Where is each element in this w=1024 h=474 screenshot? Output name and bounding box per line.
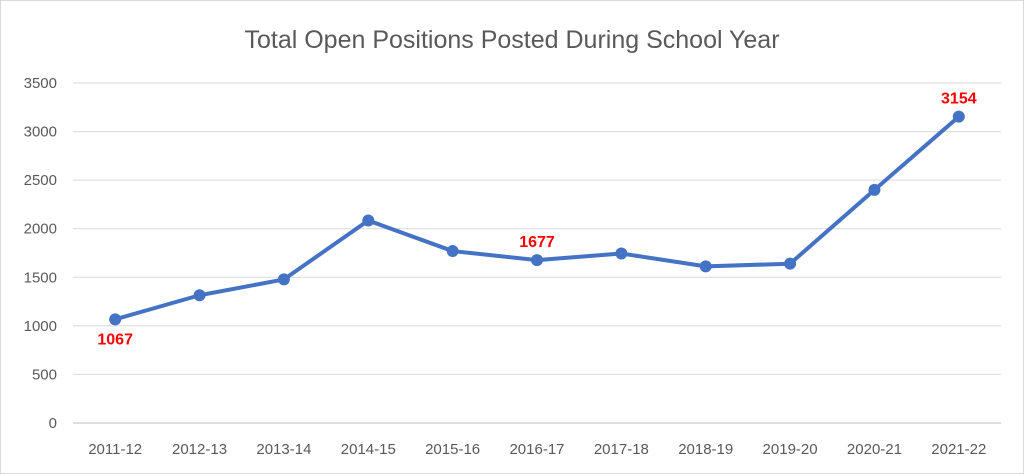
data-point-marker: [109, 313, 122, 326]
data-point-marker: [362, 214, 375, 227]
x-tick-label: 2021-22: [931, 441, 986, 458]
data-point-marker: [615, 247, 628, 260]
x-tick-label: 2014-15: [341, 441, 396, 458]
y-tick-label: 2500: [24, 172, 57, 189]
x-tick-label: 2013-14: [256, 441, 311, 458]
x-tick-label: 2012-13: [172, 441, 227, 458]
data-point-marker: [699, 260, 712, 273]
markers-layer: [109, 110, 965, 326]
data-point-marker: [531, 254, 543, 267]
data-point-marker: [868, 183, 881, 196]
data-point-marker: [446, 245, 459, 258]
series-layer: [113, 114, 961, 322]
x-tick-label: 2011-12: [88, 441, 142, 458]
y-tick-label: 500: [32, 366, 57, 383]
data-point-marker: [952, 110, 965, 123]
data-point-marker: [193, 289, 206, 302]
x-axis-tick-labels: 2011-12 2012-13 2013-14 2014-15 2015-16 2016-…: [88, 441, 986, 458]
y-axis-tick-labels: 0 500 1000 1500 2000 2500 3000 3500: [24, 75, 57, 432]
y-tick-label: 1500: [24, 269, 57, 286]
x-tick-label: 2019-20: [763, 441, 818, 458]
y-tick-label: 3500: [24, 75, 57, 92]
x-tick-label: 2016-17: [509, 441, 564, 458]
series-line-0: [113, 114, 961, 322]
x-tick-label: 2020-21: [847, 441, 902, 458]
y-tick-label: 3000: [24, 124, 57, 141]
y-tick-label: 1000: [24, 318, 57, 335]
chart-title: Total Open Positions Posted During Schoo…: [244, 26, 779, 54]
gridlines: [73, 82, 1001, 375]
x-tick-label: 2018-19: [678, 441, 733, 458]
data-labels-layer: 1067 1677 3154: [97, 91, 976, 349]
data-point-marker: [784, 257, 797, 270]
data-label: 1067: [97, 331, 133, 348]
x-tick-label: 2017-18: [594, 441, 649, 458]
x-tick-label: 2015-16: [425, 441, 480, 458]
data-point-marker: [277, 273, 290, 286]
data-label: 3154: [941, 91, 977, 108]
y-tick-label: 0: [49, 415, 57, 432]
data-label: 1677: [519, 234, 555, 251]
y-tick-label: 2000: [24, 221, 57, 238]
